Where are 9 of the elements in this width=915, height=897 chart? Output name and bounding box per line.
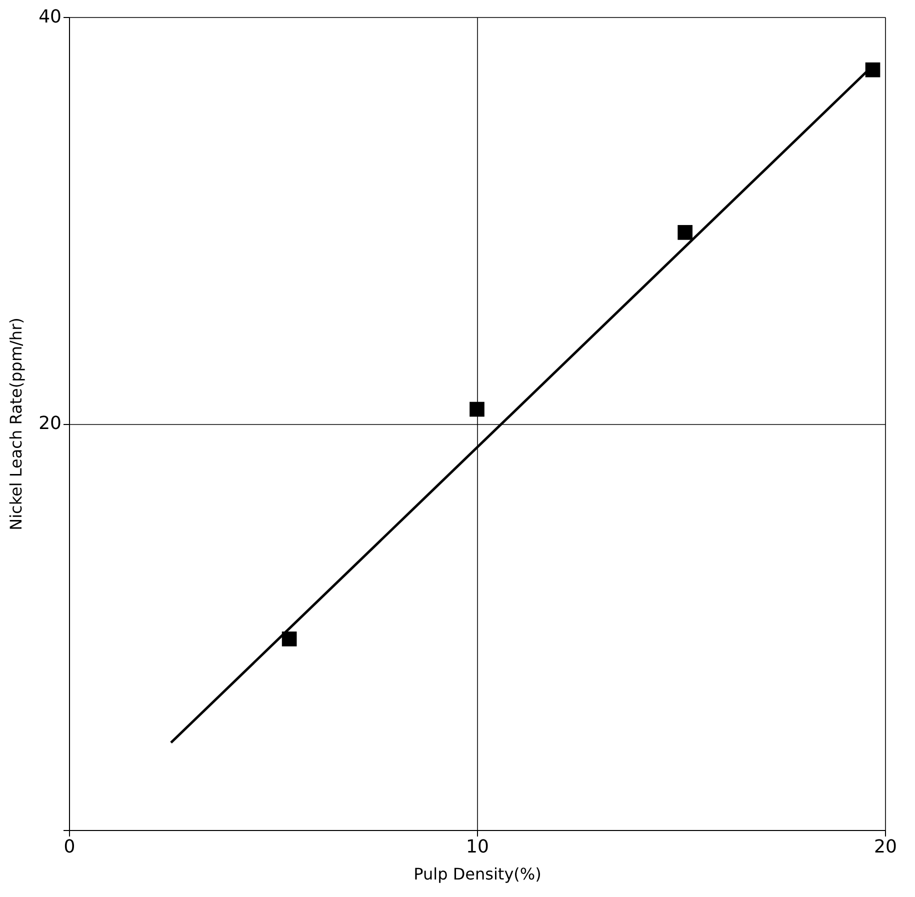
y-axis-title: Nickel Leach Rate(ppm/hr) xyxy=(6,318,26,530)
x-tick-label: 0 xyxy=(64,836,76,858)
point xyxy=(470,402,484,417)
y-tick-label: 40 xyxy=(38,6,62,28)
x-tick-label: 20 xyxy=(874,836,897,858)
point xyxy=(282,632,297,646)
x-axis-title: Pulp Density(%) xyxy=(414,864,542,884)
x-tick-label: 10 xyxy=(466,836,489,858)
point xyxy=(678,225,692,240)
